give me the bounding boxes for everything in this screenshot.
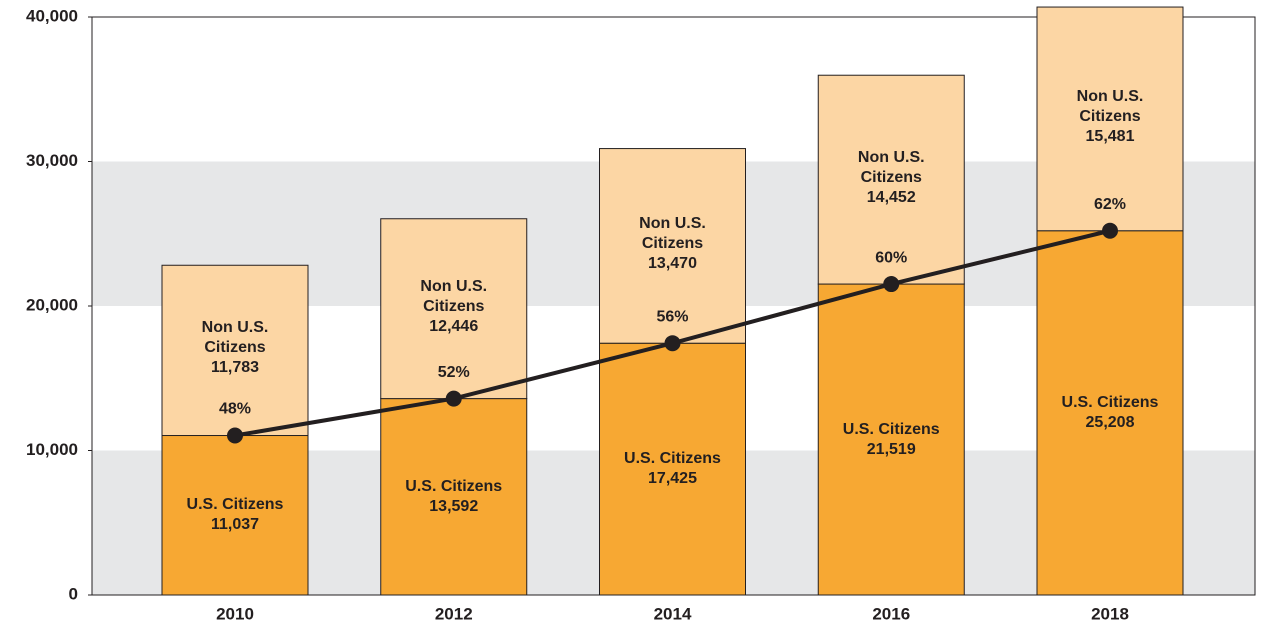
share-dot [1102,222,1118,239]
share-dot [227,427,243,444]
value-label: 17,425 [648,470,697,488]
share-label: 60% [875,249,907,266]
segment-label: Non U.S. Citizens 12,446 [389,277,519,337]
y-tick-label: 0 [69,584,78,603]
segment-label: U.S. Citizens 13,592 [389,477,519,517]
series-name: Non U.S. Citizens [1076,87,1144,125]
segment-label: Non U.S. Citizens 11,783 [170,318,300,378]
bar-segment [380,218,528,400]
x-tick-label: 2014 [654,604,692,623]
bar-segment [599,148,746,344]
series-name: U.S. Citizens [1061,393,1159,411]
series-name: Non U.S. Citizens [639,214,706,252]
series-name: Non U.S. Citizens [857,148,925,186]
value-label: 15,481 [1085,127,1135,145]
x-tick-label: 2016 [872,604,910,623]
bar-segment [817,74,965,285]
share-label: 48% [219,401,251,418]
share-label: 52% [438,364,470,381]
series-name: Non U.S. Citizens [420,277,488,315]
bar-segment [1036,230,1184,596]
bar-segment [161,264,309,437]
y-tick-label: 10,000 [26,440,78,459]
y-tick-label: 40,000 [26,6,78,25]
y-tick-label: 30,000 [26,151,78,170]
value-label: 12,446 [429,317,479,335]
series-name: U.S. Citizens [842,420,940,438]
bar-segment [817,283,965,596]
series-name: U.S. Citizens [624,450,721,468]
bar-segment [161,435,309,596]
share-dot [664,335,681,352]
bar-segment [380,398,528,596]
x-tick-label: 2010 [216,604,254,623]
value-label: 14,452 [866,188,916,206]
bar-segment [1036,6,1184,232]
segment-label: Non U.S. Citizens 14,452 [826,148,956,208]
value-label: 21,519 [866,440,916,458]
value-label: 11,037 [210,516,260,534]
segment-label: U.S. Citizens 17,425 [608,449,738,489]
value-label: 13,470 [648,254,697,272]
x-tick-label: 2012 [435,604,473,623]
series-name: U.S. Citizens [186,496,284,514]
share-label: 56% [656,308,688,325]
share-dot [883,276,900,293]
series-name: Non U.S. Citizens [201,319,269,357]
segment-label: U.S. Citizens 25,208 [1045,393,1175,433]
share-dot [445,390,462,407]
series-name: U.S. Citizens [405,477,503,495]
segment-label: Non U.S. Citizens 13,470 [608,214,738,274]
x-tick-label: 2018 [1091,604,1129,623]
segment-label: Non U.S. Citizens 15,481 [1045,87,1175,147]
segment-label: U.S. Citizens 21,519 [826,420,956,460]
bar-segment [599,342,746,596]
value-label: 11,783 [210,359,260,377]
share-label: 62% [1094,196,1126,213]
y-tick-label: 20,000 [26,295,78,314]
segment-label: U.S. Citizens 11,037 [170,495,300,535]
value-label: 13,592 [429,497,479,515]
value-label: 25,208 [1085,413,1135,431]
